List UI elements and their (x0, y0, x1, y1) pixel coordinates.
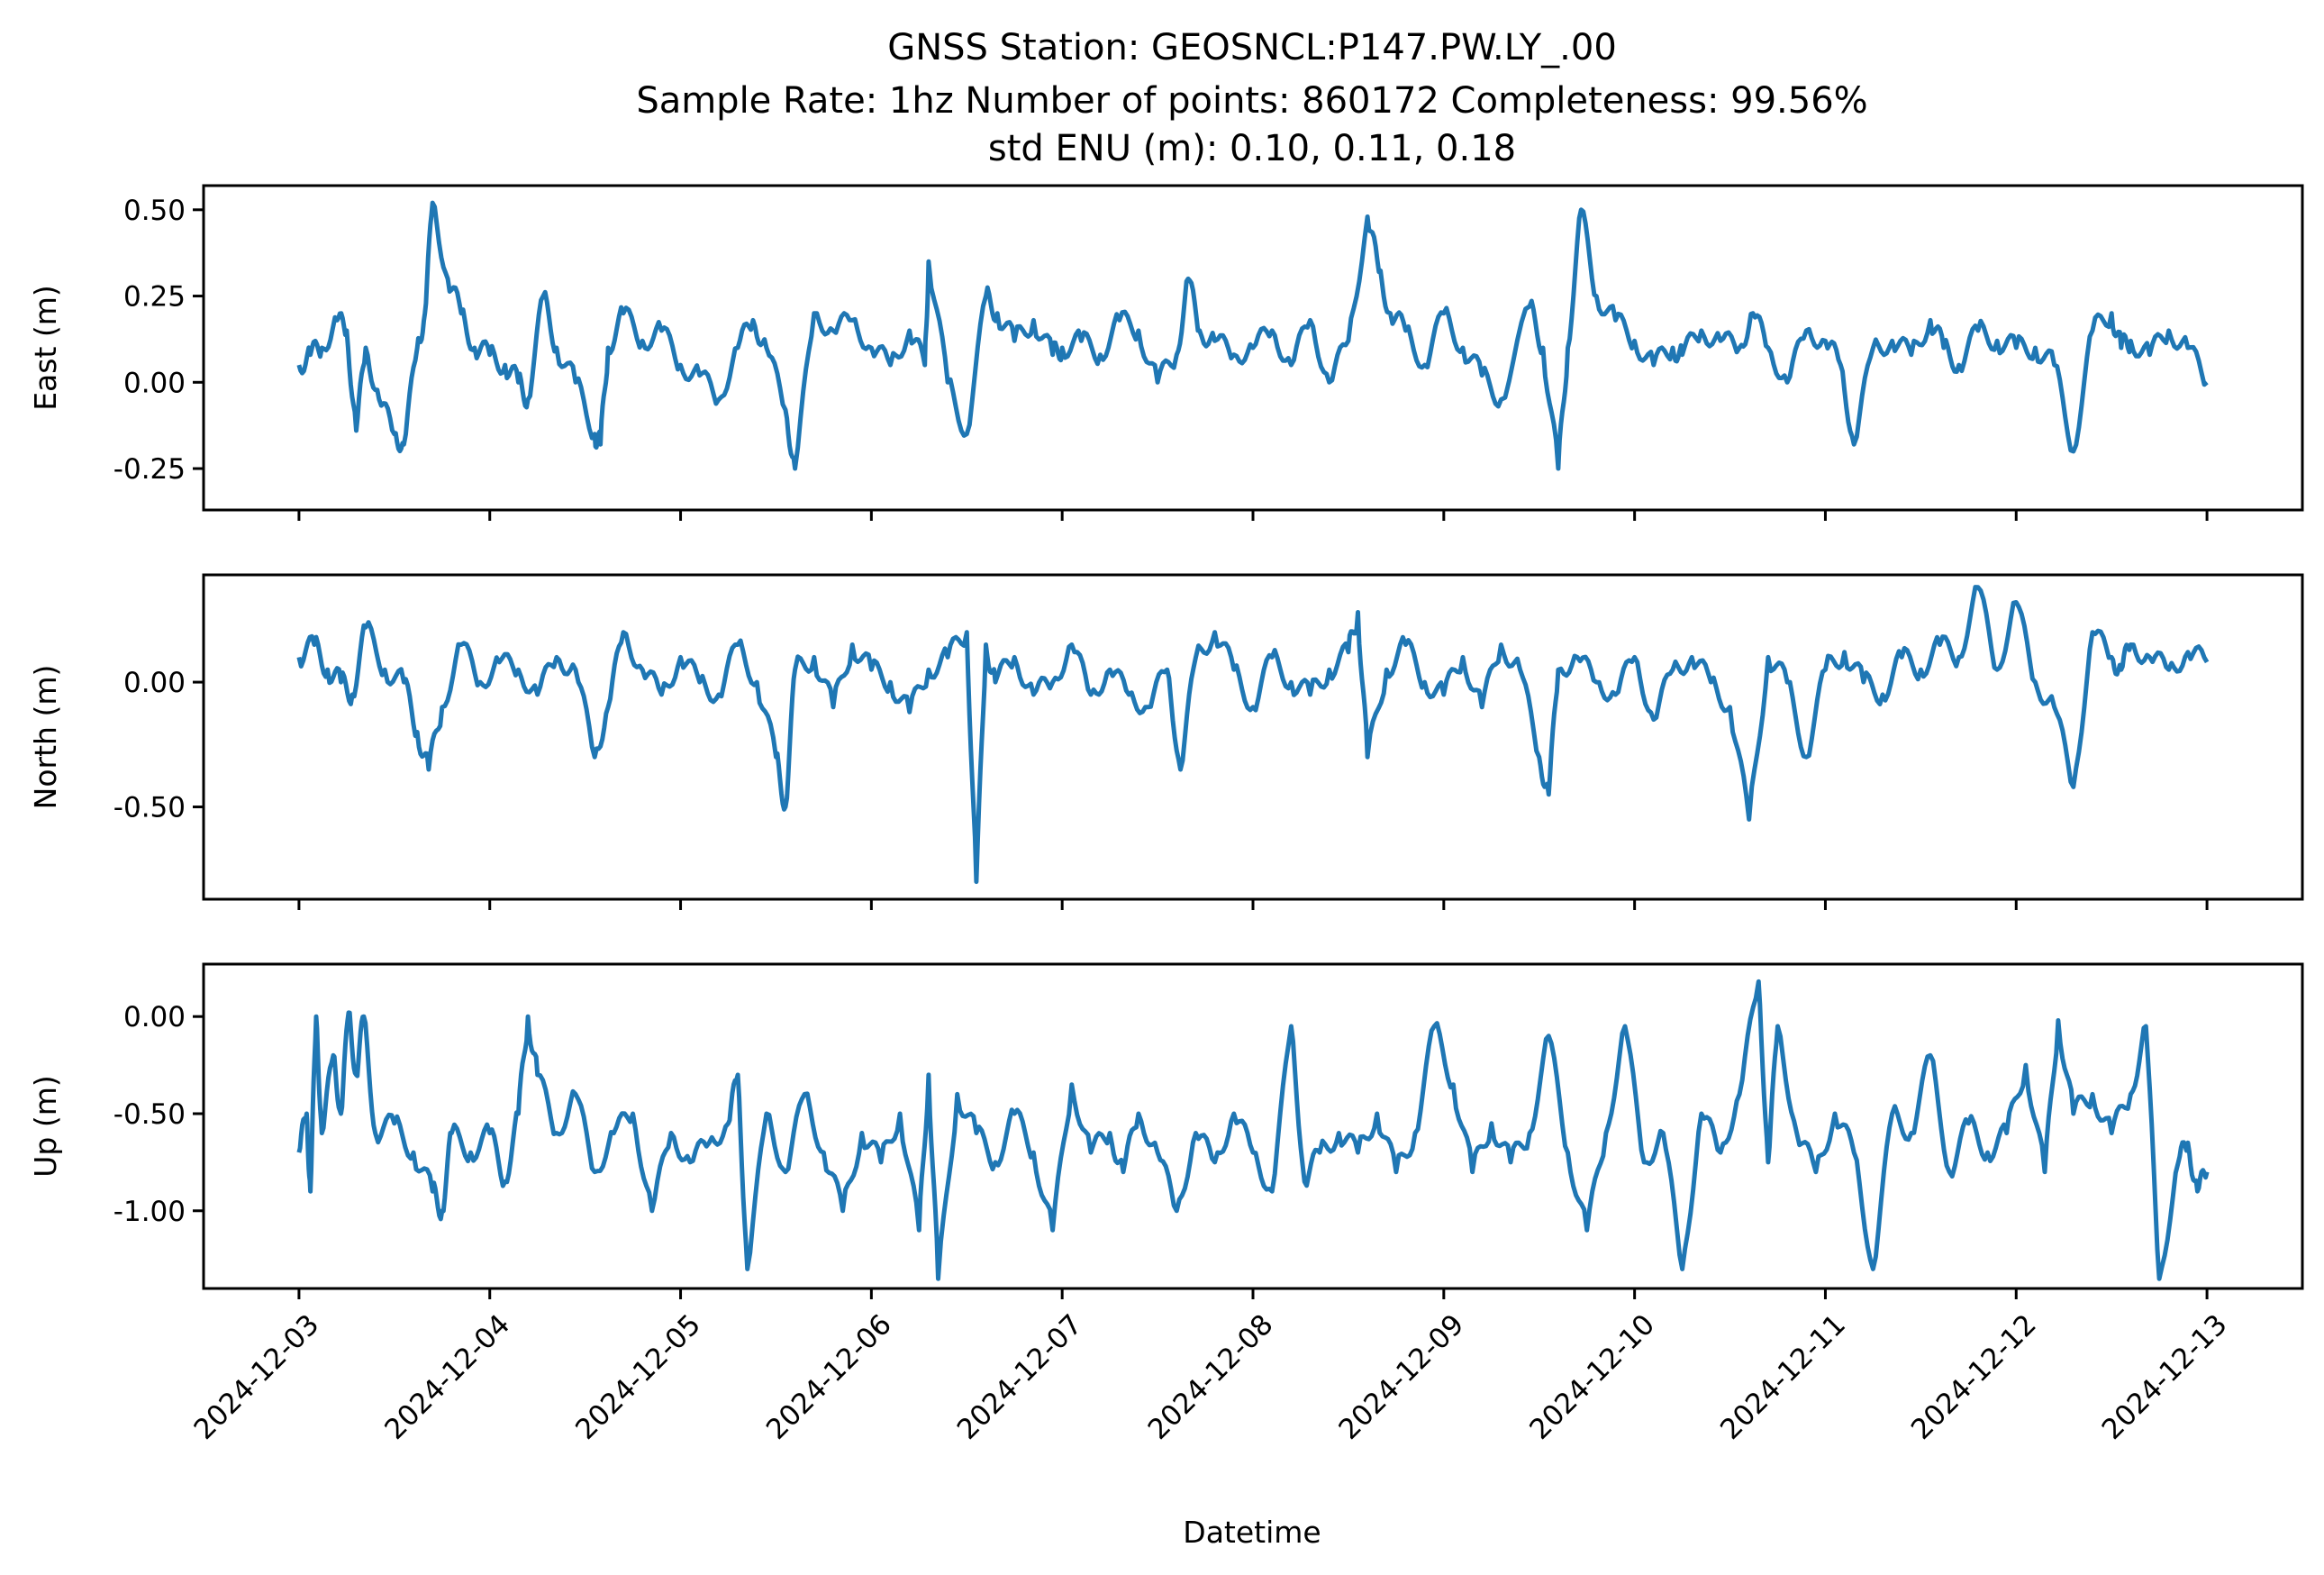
north-panel: 0.00 -0.50 North (m) (28, 573, 2304, 910)
y-tick-label: 0.25 (123, 281, 186, 314)
y-tick-label: -1.00 (113, 1196, 186, 1228)
north-series-line (296, 585, 2210, 885)
east-y-ticks: 0.50 0.25 0.00 -0.25 (113, 195, 204, 486)
up-series-line (296, 979, 2210, 1281)
east-x-ticks (297, 510, 2209, 521)
up-y-ticks: 0.00 -0.50 -1.00 (113, 1001, 204, 1228)
title-line-3: std ENU (m): 0.10, 0.11, 0.18 (988, 128, 1516, 169)
y-tick-label: -0.25 (113, 453, 186, 486)
north-y-axis-label: North (m) (28, 665, 63, 810)
y-tick-label: -0.50 (113, 792, 186, 824)
north-x-ticks (297, 899, 2209, 910)
y-tick-label: 0.50 (123, 195, 186, 227)
y-tick-label: 0.00 (123, 667, 186, 699)
east-panel: 0.50 0.25 0.00 -0.25 East (m) (28, 184, 2304, 521)
up-x-ticks (297, 1288, 2209, 1299)
title-line-2: Sample Rate: 1hz Number of points: 86017… (636, 80, 1867, 122)
north-y-ticks: 0.00 -0.50 (113, 667, 204, 824)
up-panel: 0.00 -0.50 -1.00 Up (m) (28, 962, 2304, 1299)
title-line-1: GNSS Station: GEOSNCL:P147.PW.LY_.00 (887, 27, 1617, 68)
east-y-axis-label: East (m) (28, 285, 63, 411)
x-axis-label: Datetime (1183, 1515, 1321, 1550)
y-tick-label: 0.00 (123, 367, 186, 399)
y-tick-label: 0.00 (123, 1001, 186, 1033)
y-tick-label: -0.50 (113, 1098, 186, 1131)
east-series-line (296, 200, 2209, 471)
up-y-axis-label: Up (m) (28, 1075, 63, 1178)
